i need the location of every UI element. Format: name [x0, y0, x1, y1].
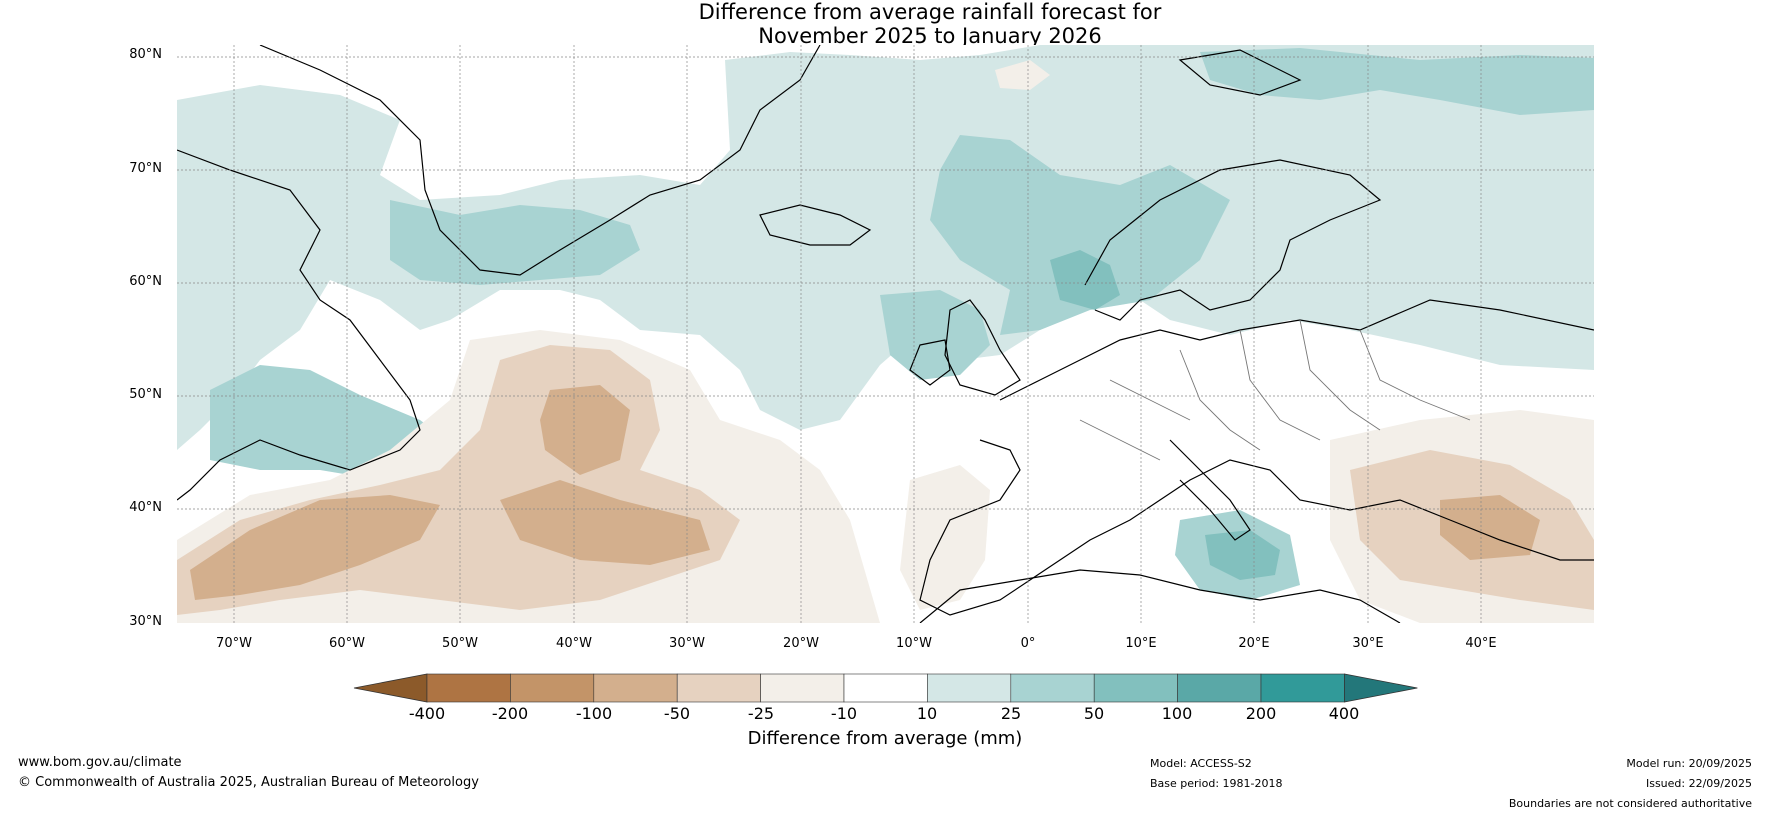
- dry-region-iberia: [900, 465, 990, 610]
- coastline-europe-mainland: [999, 299, 1594, 401]
- wet-region-medium-4: [880, 290, 990, 380]
- chart-title: Difference from average rainfall forecas…: [0, 0, 1770, 48]
- coastline-scandinavia: [1084, 159, 1382, 321]
- colorbar: [353, 673, 1418, 703]
- wet-region-strong-norway: [1050, 250, 1120, 310]
- lon-label-20w: 20°W: [783, 636, 819, 651]
- lat-label-40n: 40°N: [129, 500, 162, 515]
- base-period: Base period: 1981-2018: [1150, 777, 1283, 790]
- lon-label-10e: 10°E: [1125, 636, 1157, 651]
- colorbar-tick-label: -10: [830, 704, 858, 723]
- colorbar-tick-label: -400: [408, 704, 446, 723]
- colorbar-segment: [510, 673, 595, 703]
- colorbar-segment: [593, 673, 678, 703]
- colorbar-segment: [1177, 673, 1262, 703]
- coastlines: [177, 45, 1594, 623]
- model-run-date: Model run: 20/09/2025: [1626, 757, 1752, 770]
- colorbar-tick-label: 50: [1083, 704, 1105, 723]
- colorbar-tick-label: -200: [491, 704, 529, 723]
- model-name: Model: ACCESS-S2: [1150, 757, 1252, 770]
- lat-label-80n: 80°N: [129, 47, 162, 62]
- colorbar-tick-label: 10: [916, 704, 938, 723]
- colorbar-tick-label: 25: [1000, 704, 1022, 723]
- wet-region-medium-3: [1200, 48, 1594, 115]
- boundaries-disclaimer: Boundaries are not considered authoritat…: [1508, 797, 1752, 810]
- coastline-north-africa: [919, 569, 1401, 623]
- colorbar-extend-low: [353, 673, 428, 703]
- coastline-north-america: [177, 149, 421, 501]
- lon-label-20e: 20°E: [1238, 636, 1270, 651]
- lat-label-70n: 70°N: [129, 161, 162, 176]
- colorbar-extend-high: [1344, 673, 1418, 703]
- wet-region-strong-ionian: [1205, 530, 1280, 580]
- title-line-1: Difference from average rainfall forecas…: [698, 0, 1162, 24]
- lon-label-30e: 30°E: [1352, 636, 1384, 651]
- wet-region-north-atlantic: [177, 45, 1594, 450]
- dry-region-core-1: [190, 495, 440, 600]
- colorbar-segment: [1093, 673, 1178, 703]
- lon-label-10w: 10°W: [896, 636, 932, 651]
- lon-label-60w: 60°W: [329, 636, 365, 651]
- coastline-british-isles: [944, 299, 1021, 396]
- colorbar-tick-label: 400: [1328, 704, 1360, 723]
- coastline-ireland: [909, 339, 951, 386]
- colorbar-segment: [426, 673, 511, 703]
- dry-region-arctic-small: [995, 60, 1050, 90]
- colorbar-tick-label: -25: [747, 704, 775, 723]
- coastline-arctic-islands: [1178, 49, 1302, 96]
- website-link[interactable]: www.bom.gov.au/climate: [18, 755, 182, 770]
- colorbar-tick-label: 100: [1161, 704, 1193, 723]
- issued-date: Issued: 22/09/2025: [1645, 777, 1752, 790]
- colorbar-segment: [1260, 673, 1345, 703]
- colorbar-segment: [927, 673, 1012, 703]
- lat-label-50n: 50°N: [129, 387, 162, 402]
- dry-region-middle-east-core: [1440, 495, 1540, 560]
- colorbar-segment: [676, 673, 761, 703]
- lon-label-50w: 50°W: [442, 636, 478, 651]
- colorbar-tick-label: -50: [663, 704, 691, 723]
- lat-label-60n: 60°N: [129, 274, 162, 289]
- coastline-greenland: [259, 45, 821, 276]
- lat-label-30n: 30°N: [129, 614, 162, 629]
- lon-label-40w: 40°W: [556, 636, 592, 651]
- coastline-italy: [1169, 439, 1251, 541]
- wet-region-medium-2: [930, 135, 1230, 335]
- lon-label-40e: 40°E: [1465, 636, 1497, 651]
- coastline-iceland: [759, 204, 872, 246]
- colorbar-tick-label: -100: [575, 704, 613, 723]
- colorbar-segment: [843, 673, 928, 703]
- colorbar-segment: [1010, 673, 1095, 703]
- copyright-text: © Commonwealth of Australia 2025, Austra…: [18, 775, 479, 790]
- lon-label-0: 0°: [1020, 636, 1036, 651]
- dry-region-core-3: [500, 480, 710, 565]
- graticule: [177, 45, 1594, 623]
- wet-region-medium-1: [390, 200, 640, 285]
- colorbar-segment: [760, 673, 845, 703]
- lon-label-70w: 70°W: [216, 636, 252, 651]
- title-line-2: November 2025 to January 2026: [758, 24, 1102, 48]
- national-borders: [1079, 319, 1471, 461]
- coastline-iberia-mediterranean: [919, 439, 1594, 616]
- map-area: [177, 45, 1594, 623]
- dry-region-core-2: [540, 385, 630, 475]
- lon-label-30w: 30°W: [669, 636, 705, 651]
- colorbar-tick-label: 200: [1245, 704, 1277, 723]
- colorbar-title: Difference from average (mm): [747, 728, 1023, 749]
